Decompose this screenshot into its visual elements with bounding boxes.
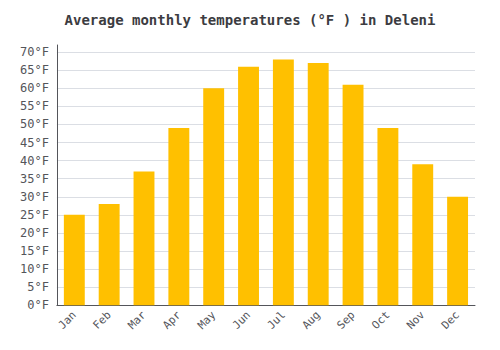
svg-text:Apr: Apr xyxy=(160,308,183,331)
svg-text:Sep: Sep xyxy=(334,309,357,332)
svg-text:55°F: 55°F xyxy=(20,99,49,113)
svg-text:Jul: Jul xyxy=(265,309,288,332)
svg-text:30°F: 30°F xyxy=(20,190,49,204)
svg-text:15°F: 15°F xyxy=(20,244,49,258)
svg-text:Jun: Jun xyxy=(230,309,253,332)
svg-text:Feb: Feb xyxy=(91,309,114,332)
svg-text:50°F: 50°F xyxy=(20,117,49,131)
svg-text:Average monthly temperatures (: Average monthly temperatures (°F ) in De… xyxy=(65,12,436,28)
svg-text:Jan: Jan xyxy=(56,309,79,332)
svg-text:65°F: 65°F xyxy=(20,63,49,77)
svg-text:45°F: 45°F xyxy=(20,136,49,150)
svg-text:35°F: 35°F xyxy=(20,172,49,186)
svg-text:Nov: Nov xyxy=(404,308,427,331)
svg-text:70°F: 70°F xyxy=(20,45,49,59)
svg-text:5°F: 5°F xyxy=(27,280,49,294)
svg-text:25°F: 25°F xyxy=(20,208,49,222)
svg-text:20°F: 20°F xyxy=(20,226,49,240)
svg-text:10°F: 10°F xyxy=(20,262,49,276)
svg-text:40°F: 40°F xyxy=(20,154,49,168)
svg-text:0°F: 0°F xyxy=(27,298,49,312)
svg-text:Aug: Aug xyxy=(300,309,323,332)
svg-text:May: May xyxy=(195,308,218,331)
svg-text:Dec: Dec xyxy=(439,309,462,332)
svg-text:Oct: Oct xyxy=(369,309,392,332)
svg-text:Mar: Mar xyxy=(125,308,148,331)
svg-text:60°F: 60°F xyxy=(20,81,49,95)
